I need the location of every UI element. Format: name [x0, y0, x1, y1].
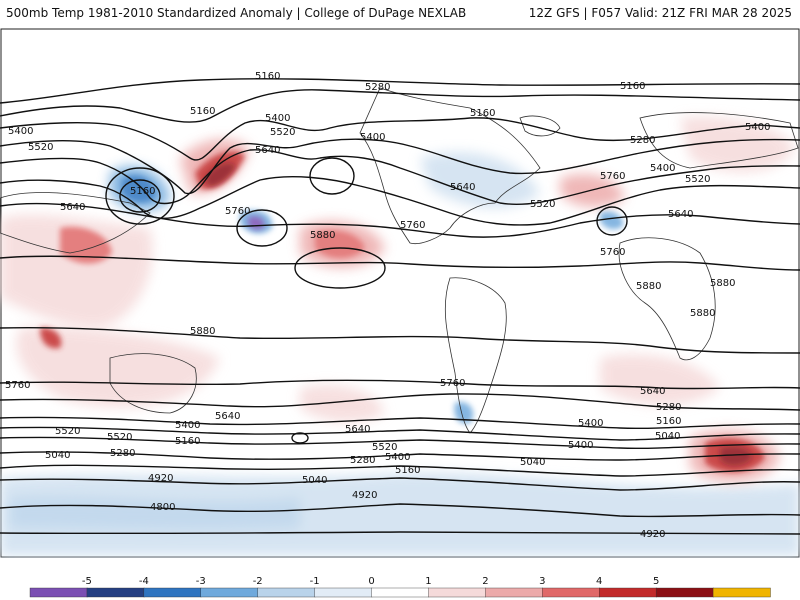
header-run-info: 12Z GFS | F057 Valid: 21Z FRI MAR 28 202… [528, 6, 792, 20]
anomaly-map: 5160 5280 5160 5160 5400 5520 5400 5640 … [0, 28, 800, 558]
anomaly-colorbar: -5 -4 -3 -2 -1 0 1 2 3 4 5 [29, 576, 771, 598]
contour-label: 5400 [745, 122, 770, 133]
contour-label: 4800 [150, 502, 175, 513]
contour-label: 5400 [578, 418, 603, 429]
contour-label: 5640 [345, 424, 370, 435]
colorbar-cell [428, 587, 487, 598]
contour-label: 5040 [520, 457, 545, 468]
contour-label: 5400 [650, 163, 675, 174]
contour-label: 5400 [360, 132, 385, 143]
contour-label: 5280 [656, 402, 681, 413]
contour-label: 5040 [302, 475, 327, 486]
contour-label: 5280 [350, 455, 375, 466]
colorbar-tick-label: 1 [425, 576, 431, 587]
contour-label: 5160 [656, 416, 681, 427]
height-contours [0, 78, 800, 535]
contour-label: 5520 [270, 127, 295, 138]
colorbar-tick-label: -2 [253, 576, 263, 587]
contour-label: 5400 [8, 126, 33, 137]
contour-label: 5520 [530, 199, 555, 210]
contour-label: 5520 [685, 174, 710, 185]
contour-label: 5040 [45, 450, 70, 461]
contour-label: 5160 [470, 108, 495, 119]
contour-label: 5520 [28, 142, 53, 153]
colorbar-tick-label: 3 [539, 576, 545, 587]
contour-label: 5760 [225, 206, 250, 217]
anomaly-shading [0, 116, 800, 556]
contour-label: 4920 [640, 529, 665, 540]
contour-label: 5760 [440, 378, 465, 389]
contour-label: 5640 [640, 386, 665, 397]
contour-label: 5880 [310, 230, 335, 241]
contour-label: 5640 [60, 202, 85, 213]
contour-label: 5160 [620, 81, 645, 92]
contour-labels: 5160 5280 5160 5160 5400 5520 5400 5640 … [5, 71, 770, 540]
header-title: 500mb Temp 1981-2010 Standardized Anomal… [6, 6, 467, 20]
contour-label: 5640 [450, 182, 475, 193]
contour-label: 5400 [568, 440, 593, 451]
colorbar-cells [29, 587, 771, 598]
colorbar-cell [86, 587, 145, 598]
contour-label: 5160 [175, 436, 200, 447]
contour-label: 4920 [148, 473, 173, 484]
colorbar-cell [655, 587, 714, 598]
colorbar-tick-label: 0 [368, 576, 374, 587]
colorbar-cell [542, 587, 600, 598]
colorbar-cell [143, 587, 202, 598]
contour-label: 5880 [710, 278, 735, 289]
colorbar-tick-label: 2 [482, 576, 488, 587]
contour-label: 5760 [600, 247, 625, 258]
contour-label: 5760 [5, 380, 30, 391]
contour-label: 5160 [190, 106, 215, 117]
contour-label: 5640 [668, 209, 693, 220]
contour-label: 5520 [55, 426, 80, 437]
colorbar-tick-label: -3 [196, 576, 206, 587]
colorbar-cell [485, 587, 544, 598]
contour-label: 5280 [110, 448, 135, 459]
contour-label: 5520 [107, 432, 132, 443]
colorbar-cell [599, 587, 657, 598]
contour-label: 4920 [352, 490, 377, 501]
colorbar-tick-label: -1 [310, 576, 320, 587]
contour-label: 5280 [630, 135, 655, 146]
contour-label: 5160 [395, 465, 420, 476]
contour-label: 5640 [255, 145, 280, 156]
contour-label: 5640 [215, 411, 240, 422]
contour-label: 5880 [690, 308, 715, 319]
contour-label: 5760 [600, 171, 625, 182]
colorbar-cell [712, 587, 771, 598]
contour-label: 5880 [190, 326, 215, 337]
colorbar-tick-label: -4 [139, 576, 149, 587]
contour-label: 5880 [636, 281, 661, 292]
colorbar-cell [257, 587, 316, 598]
colorbar-cell [200, 587, 259, 598]
colorbar-tick-label: -5 [82, 576, 92, 587]
colorbar-tick-label: 5 [653, 576, 659, 587]
colorbar-tick-label: 4 [596, 576, 602, 587]
colorbar-ticks: -5 -4 -3 -2 -1 0 1 2 3 4 5 [82, 576, 659, 587]
contour-label: 5280 [365, 82, 390, 93]
contour-label: 5040 [655, 431, 680, 442]
contour-label: 5760 [400, 220, 425, 231]
colorbar-cell [314, 587, 373, 598]
contour-label: 5400 [385, 452, 410, 463]
contour-label: 5400 [175, 420, 200, 431]
contour-label: 5400 [265, 113, 290, 124]
contour-label: 5520 [372, 442, 397, 453]
colorbar-cell [371, 587, 430, 598]
contour-label: 5160 [255, 71, 280, 82]
colorbar-cell [29, 587, 88, 598]
contour-label: 5160 [130, 186, 155, 197]
